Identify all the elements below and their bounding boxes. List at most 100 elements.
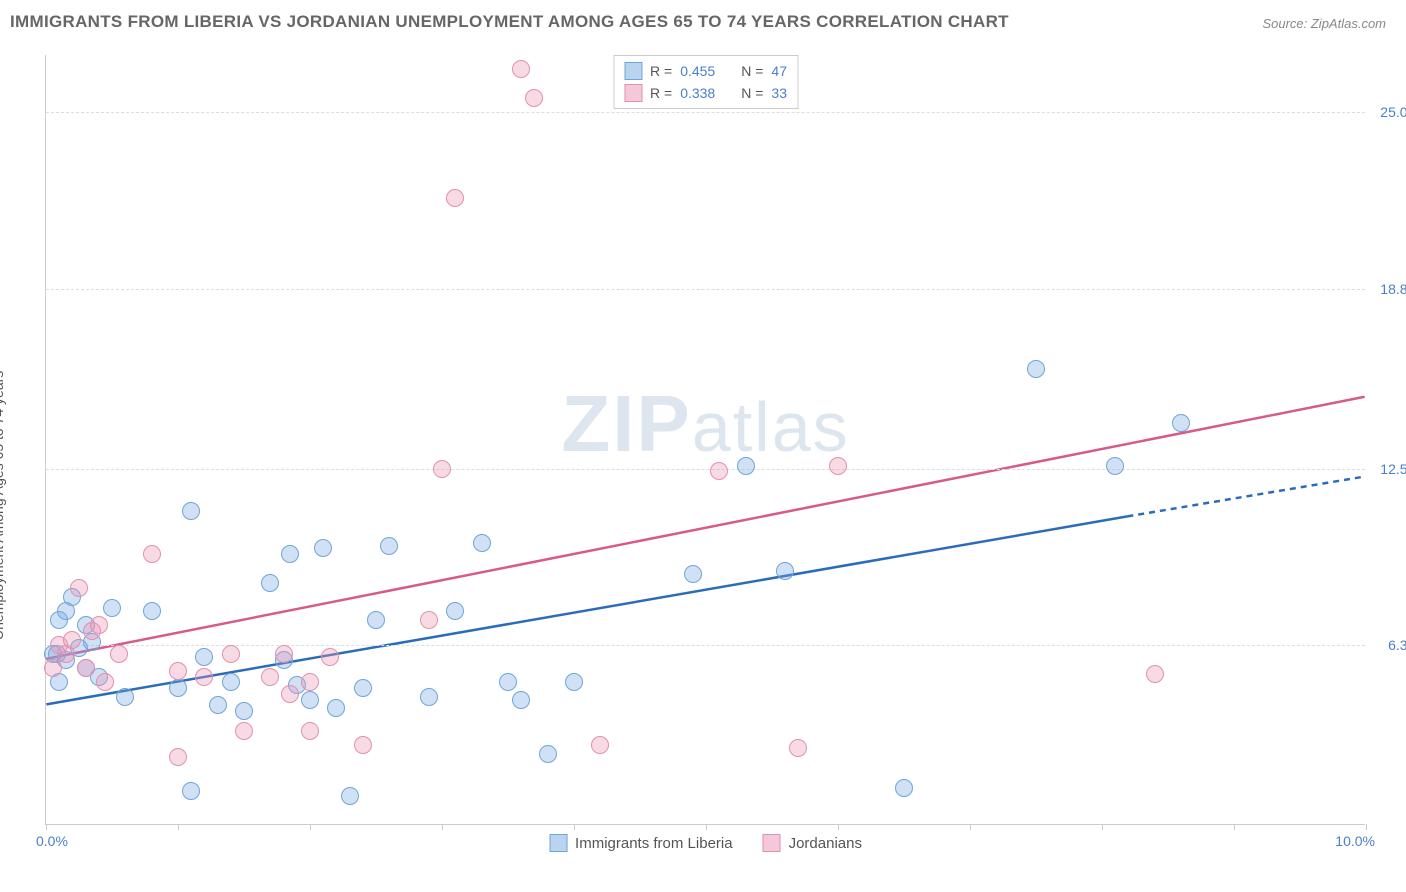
legend-item-liberia: Immigrants from Liberia — [549, 834, 733, 852]
scatter-point — [169, 748, 187, 766]
x-tick — [46, 824, 47, 830]
scatter-point — [222, 673, 240, 691]
x-tick — [178, 824, 179, 830]
scatter-point — [512, 691, 530, 709]
scatter-point — [103, 599, 121, 617]
scatter-point — [116, 688, 134, 706]
scatter-point — [367, 611, 385, 629]
scatter-point — [182, 782, 200, 800]
y-tick-label: 12.5% — [1370, 461, 1406, 477]
scatter-point — [321, 648, 339, 666]
y-axis-label: Unemployment Among Ages 65 to 74 years — [0, 371, 6, 640]
n-value-liberia: 47 — [771, 63, 787, 79]
scatter-point — [499, 673, 517, 691]
scatter-point — [235, 702, 253, 720]
legend-label-liberia: Immigrants from Liberia — [575, 835, 733, 852]
scatter-point — [539, 745, 557, 763]
scatter-point — [684, 565, 702, 583]
scatter-point — [776, 562, 794, 580]
grid-line — [46, 289, 1365, 290]
correlation-legend-box: R = 0.455 N = 47 R = 0.338 N = 33 — [613, 55, 798, 109]
scatter-point — [195, 648, 213, 666]
x-tick — [1234, 824, 1235, 830]
swatch-liberia — [624, 62, 642, 80]
scatter-point — [829, 457, 847, 475]
scatter-point — [1146, 665, 1164, 683]
correlation-row-jordanians: R = 0.338 N = 33 — [624, 82, 787, 104]
scatter-point — [591, 736, 609, 754]
scatter-point — [420, 611, 438, 629]
bottom-legend: Immigrants from Liberia Jordanians — [549, 834, 862, 852]
scatter-point — [446, 189, 464, 207]
x-tick — [970, 824, 971, 830]
scatter-point — [261, 574, 279, 592]
watermark: ZIPatlas — [561, 378, 849, 470]
scatter-point — [96, 673, 114, 691]
legend-swatch-jordanians — [763, 834, 781, 852]
scatter-point — [182, 502, 200, 520]
scatter-point — [314, 539, 332, 557]
r-label: R = — [650, 85, 672, 101]
scatter-point — [44, 659, 62, 677]
x-tick — [1102, 824, 1103, 830]
scatter-point — [895, 779, 913, 797]
scatter-point — [90, 616, 108, 634]
legend-item-jordanians: Jordanians — [763, 834, 862, 852]
correlation-row-liberia: R = 0.455 N = 47 — [624, 60, 787, 82]
scatter-point — [512, 60, 530, 78]
scatter-point — [222, 645, 240, 663]
source-attribution: Source: ZipAtlas.com — [1262, 16, 1386, 31]
x-tick — [838, 824, 839, 830]
chart-title: IMMIGRANTS FROM LIBERIA VS JORDANIAN UNE… — [10, 12, 1009, 32]
scatter-point — [169, 679, 187, 697]
scatter-point — [209, 696, 227, 714]
y-tick-label: 25.0% — [1370, 104, 1406, 120]
grid-line — [46, 645, 1365, 646]
scatter-point — [341, 787, 359, 805]
scatter-point — [433, 460, 451, 478]
grid-line — [46, 112, 1365, 113]
scatter-point — [354, 736, 372, 754]
grid-line — [46, 469, 1365, 470]
scatter-point — [1027, 360, 1045, 378]
n-value-jordanians: 33 — [771, 85, 787, 101]
scatter-point — [1172, 414, 1190, 432]
scatter-point — [525, 89, 543, 107]
scatter-point — [301, 722, 319, 740]
scatter-point — [63, 631, 81, 649]
scatter-point — [70, 579, 88, 597]
x-axis-min-label: 0.0% — [36, 833, 68, 849]
scatter-point — [789, 739, 807, 757]
scatter-point — [281, 545, 299, 563]
legend-swatch-liberia — [549, 834, 567, 852]
r-value-liberia: 0.455 — [680, 63, 715, 79]
y-tick-label: 6.3% — [1370, 637, 1406, 653]
scatter-point — [110, 645, 128, 663]
x-axis-max-label: 10.0% — [1335, 833, 1375, 849]
n-label: N = — [741, 85, 763, 101]
scatter-point — [275, 645, 293, 663]
scatter-point — [420, 688, 438, 706]
scatter-point — [1106, 457, 1124, 475]
x-tick — [442, 824, 443, 830]
x-tick — [1366, 824, 1367, 830]
x-tick — [310, 824, 311, 830]
scatter-point — [446, 602, 464, 620]
swatch-jordanians — [624, 84, 642, 102]
scatter-point — [301, 673, 319, 691]
scatter-point — [281, 685, 299, 703]
scatter-point — [261, 668, 279, 686]
plot-area: ZIPatlas R = 0.455 N = 47 R = 0.338 N = … — [45, 55, 1365, 825]
scatter-point — [737, 457, 755, 475]
r-label: R = — [650, 63, 672, 79]
trend-line — [46, 397, 1364, 659]
scatter-point — [473, 534, 491, 552]
y-tick-label: 18.8% — [1370, 281, 1406, 297]
scatter-point — [354, 679, 372, 697]
scatter-point — [169, 662, 187, 680]
scatter-point — [327, 699, 345, 717]
scatter-point — [565, 673, 583, 691]
scatter-point — [143, 545, 161, 563]
scatter-point — [143, 602, 161, 620]
x-tick — [574, 824, 575, 830]
